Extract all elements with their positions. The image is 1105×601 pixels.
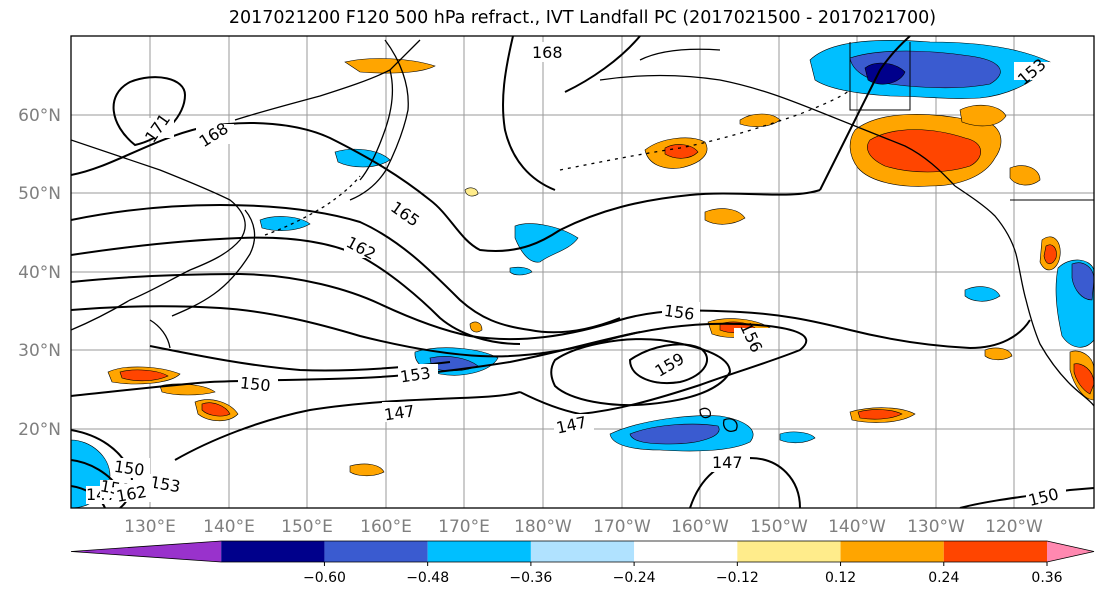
svg-text:156: 156 bbox=[663, 301, 696, 324]
colorbar-segment bbox=[221, 541, 325, 562]
map-panel: 171 168 168 165 162 159 156 156 153 153 … bbox=[71, 36, 1094, 510]
coastlines bbox=[71, 39, 1094, 432]
contour-label-153-a: 153 bbox=[398, 363, 438, 386]
lat-label: 60°N bbox=[18, 106, 61, 126]
lon-label: 120°W bbox=[985, 517, 1043, 537]
contour-label-156-a: 156 bbox=[662, 301, 700, 324]
colorbar-tick-label: −0.60 bbox=[303, 570, 346, 586]
contour-label-168-b: 168 bbox=[530, 42, 566, 62]
colorbar-tick-label: 0.36 bbox=[1031, 570, 1062, 586]
colorbar-tick-label: −0.24 bbox=[613, 570, 656, 586]
map-title: 2017021200 F120 500 hPa refract., IVT La… bbox=[228, 8, 937, 28]
svg-text:168: 168 bbox=[532, 43, 563, 62]
colorbar-tick-label: 0.24 bbox=[928, 570, 959, 586]
colorbar-segment bbox=[737, 541, 841, 562]
colorbar-segment bbox=[634, 541, 738, 562]
colorbar-tick-label: 0.12 bbox=[825, 570, 856, 586]
contour-label-147-b: 147 bbox=[554, 413, 594, 438]
lon-label: 130°W bbox=[907, 517, 965, 537]
colorbar-extend-low bbox=[71, 541, 222, 562]
colorbar-tick-label: −0.36 bbox=[509, 570, 552, 586]
lat-label: 40°N bbox=[18, 263, 61, 283]
colorbar-segment bbox=[427, 541, 531, 562]
svg-text:147: 147 bbox=[712, 453, 743, 472]
contour-label-162-b: 162 bbox=[114, 482, 154, 506]
lon-label: 180°W bbox=[514, 517, 572, 537]
svg-text:147: 147 bbox=[383, 401, 416, 424]
colorbar: −0.60−0.48−0.36−0.24−0.120.120.240.360.4… bbox=[70, 540, 1095, 586]
lat-label: 20°N bbox=[18, 420, 61, 440]
lon-label: 160°W bbox=[671, 517, 729, 537]
svg-text:150: 150 bbox=[1026, 484, 1060, 510]
contour-label-150-c: 150 bbox=[1026, 484, 1066, 510]
contour-label-147-a: 147 bbox=[382, 401, 422, 424]
lon-label: 130°E bbox=[124, 517, 176, 537]
longitude-labels: 130°E 140°E 150°E 160°E 170°E 180°W 170°… bbox=[124, 517, 1043, 537]
lon-label: 140°E bbox=[203, 517, 255, 537]
contour-label-159: 159 bbox=[652, 349, 690, 381]
colorbar-outline bbox=[70, 540, 1095, 563]
lon-label: 170°W bbox=[593, 517, 651, 537]
lat-label: 30°N bbox=[18, 341, 61, 361]
pc-shading bbox=[71, 40, 1094, 508]
lon-label: 170°E bbox=[438, 517, 490, 537]
lon-label: 150°W bbox=[750, 517, 808, 537]
svg-text:150: 150 bbox=[239, 373, 271, 395]
lon-label: 160°E bbox=[360, 517, 412, 537]
contour-label-153-b: 153 bbox=[148, 472, 184, 496]
contour-label-150-a: 150 bbox=[238, 373, 278, 395]
colorbar-extend-high bbox=[1047, 541, 1094, 562]
colorbar-segment bbox=[530, 541, 635, 562]
colorbar-segment bbox=[943, 541, 1047, 562]
colorbar-tick-label: −0.12 bbox=[716, 570, 759, 586]
lat-label: 50°N bbox=[18, 184, 61, 204]
colorbar-tick-label: −0.48 bbox=[406, 570, 449, 586]
map-frame bbox=[70, 35, 1095, 509]
contour-label-147-c: 147 bbox=[710, 452, 750, 472]
latitude-labels: 60°N 50°N 40°N 30°N 20°N bbox=[18, 106, 61, 440]
svg-text:153: 153 bbox=[399, 363, 432, 386]
colorbar-segment bbox=[324, 541, 428, 562]
lon-label: 140°W bbox=[828, 517, 886, 537]
svg-text:150: 150 bbox=[113, 457, 146, 480]
colorbar-segment bbox=[840, 541, 944, 562]
contour-label-150-b: 150 bbox=[112, 457, 150, 480]
lon-label: 150°E bbox=[281, 517, 333, 537]
